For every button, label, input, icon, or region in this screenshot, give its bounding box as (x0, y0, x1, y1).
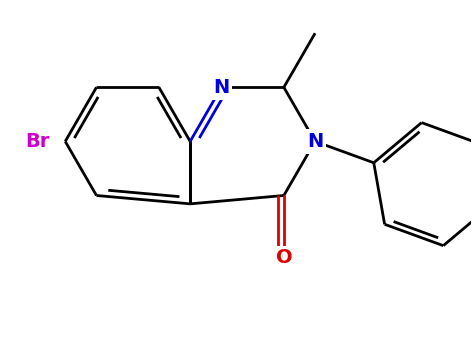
Text: O: O (275, 249, 292, 268)
Text: N: N (213, 78, 229, 97)
Text: N: N (307, 132, 323, 151)
Text: Br: Br (25, 132, 50, 151)
